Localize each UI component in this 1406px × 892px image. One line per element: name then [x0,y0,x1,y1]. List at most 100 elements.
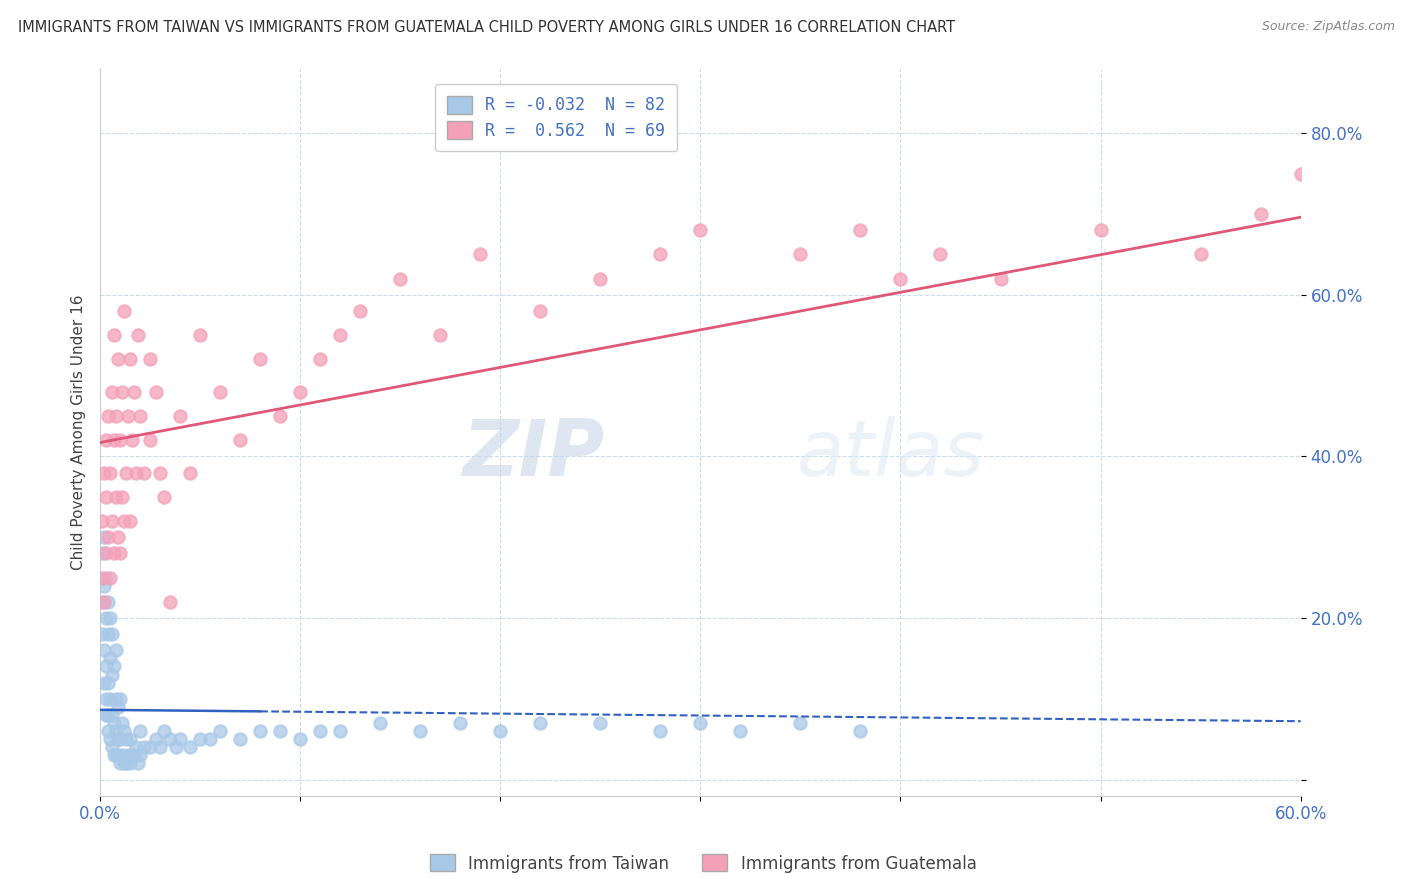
Point [368,716,391,731]
Point [269,409,291,423]
Point [97,708,120,723]
Point [115,466,138,480]
Point [112,304,135,318]
Point [103,328,125,343]
Point [329,328,352,343]
Point [529,716,551,731]
Point [101,667,124,681]
Point [120,732,142,747]
Point [98,611,121,625]
Point [122,748,145,763]
Point [269,724,291,739]
Point [153,490,176,504]
Point [125,740,148,755]
Point [107,352,129,367]
Point [122,384,145,399]
Point [117,748,139,763]
Point [103,546,125,560]
Point [105,724,128,739]
Point [159,595,181,609]
Point [209,724,232,739]
Point [229,732,252,747]
Point [111,490,134,504]
Point [98,466,121,480]
Point [98,571,121,585]
Point [111,716,134,731]
Point [107,699,129,714]
Point [108,756,131,771]
Point [93,595,115,609]
Point [103,434,125,448]
Point [93,675,115,690]
Point [169,409,191,423]
Point [129,409,152,423]
Point [105,490,128,504]
Point [120,514,142,528]
Point [1090,223,1112,237]
Point [470,247,492,261]
Legend: R = -0.032  N = 82, R =  0.562  N = 69: R = -0.032 N = 82, R = 0.562 N = 69 [436,84,678,152]
Point [889,271,911,285]
Point [127,328,149,343]
Point [97,530,120,544]
Point [111,384,134,399]
Point [115,756,138,771]
Point [149,740,172,755]
Point [93,579,115,593]
Point [730,724,752,739]
Point [129,724,152,739]
Legend: Immigrants from Taiwan, Immigrants from Guatemala: Immigrants from Taiwan, Immigrants from … [423,847,983,880]
Point [929,247,952,261]
Point [127,756,149,771]
Point [107,732,129,747]
Point [112,724,135,739]
Point [429,328,451,343]
Point [489,724,512,739]
Point [198,732,221,747]
Y-axis label: Child Poverty Among Girls Under 16: Child Poverty Among Girls Under 16 [72,294,86,570]
Point [449,716,471,731]
Point [105,409,128,423]
Point [389,271,412,285]
Point [134,740,156,755]
Point [107,748,129,763]
Point [101,740,124,755]
Point [139,434,162,448]
Point [145,384,167,399]
Point [145,732,167,747]
Point [789,247,811,261]
Text: atlas: atlas [796,416,984,492]
Point [139,740,162,755]
Point [309,352,332,367]
Point [689,223,711,237]
Point [91,514,114,528]
Point [309,724,332,739]
Point [209,384,232,399]
Point [121,434,143,448]
Point [97,675,120,690]
Point [179,466,201,480]
Point [94,611,117,625]
Point [169,732,191,747]
Point [229,434,252,448]
Point [134,466,156,480]
Point [789,716,811,731]
Point [108,434,131,448]
Point [188,732,211,747]
Point [108,732,131,747]
Point [990,271,1012,285]
Point [121,748,143,763]
Text: IMMIGRANTS FROM TAIWAN VS IMMIGRANTS FROM GUATEMALA CHILD POVERTY AMONG GIRLS UN: IMMIGRANTS FROM TAIWAN VS IMMIGRANTS FRO… [18,20,956,35]
Point [98,732,121,747]
Point [91,595,114,609]
Point [107,530,129,544]
Point [329,724,352,739]
Point [94,434,117,448]
Point [97,595,120,609]
Point [129,748,152,763]
Point [115,732,138,747]
Text: Source: ZipAtlas.com: Source: ZipAtlas.com [1261,20,1395,33]
Point [105,691,128,706]
Point [98,691,121,706]
Point [108,546,131,560]
